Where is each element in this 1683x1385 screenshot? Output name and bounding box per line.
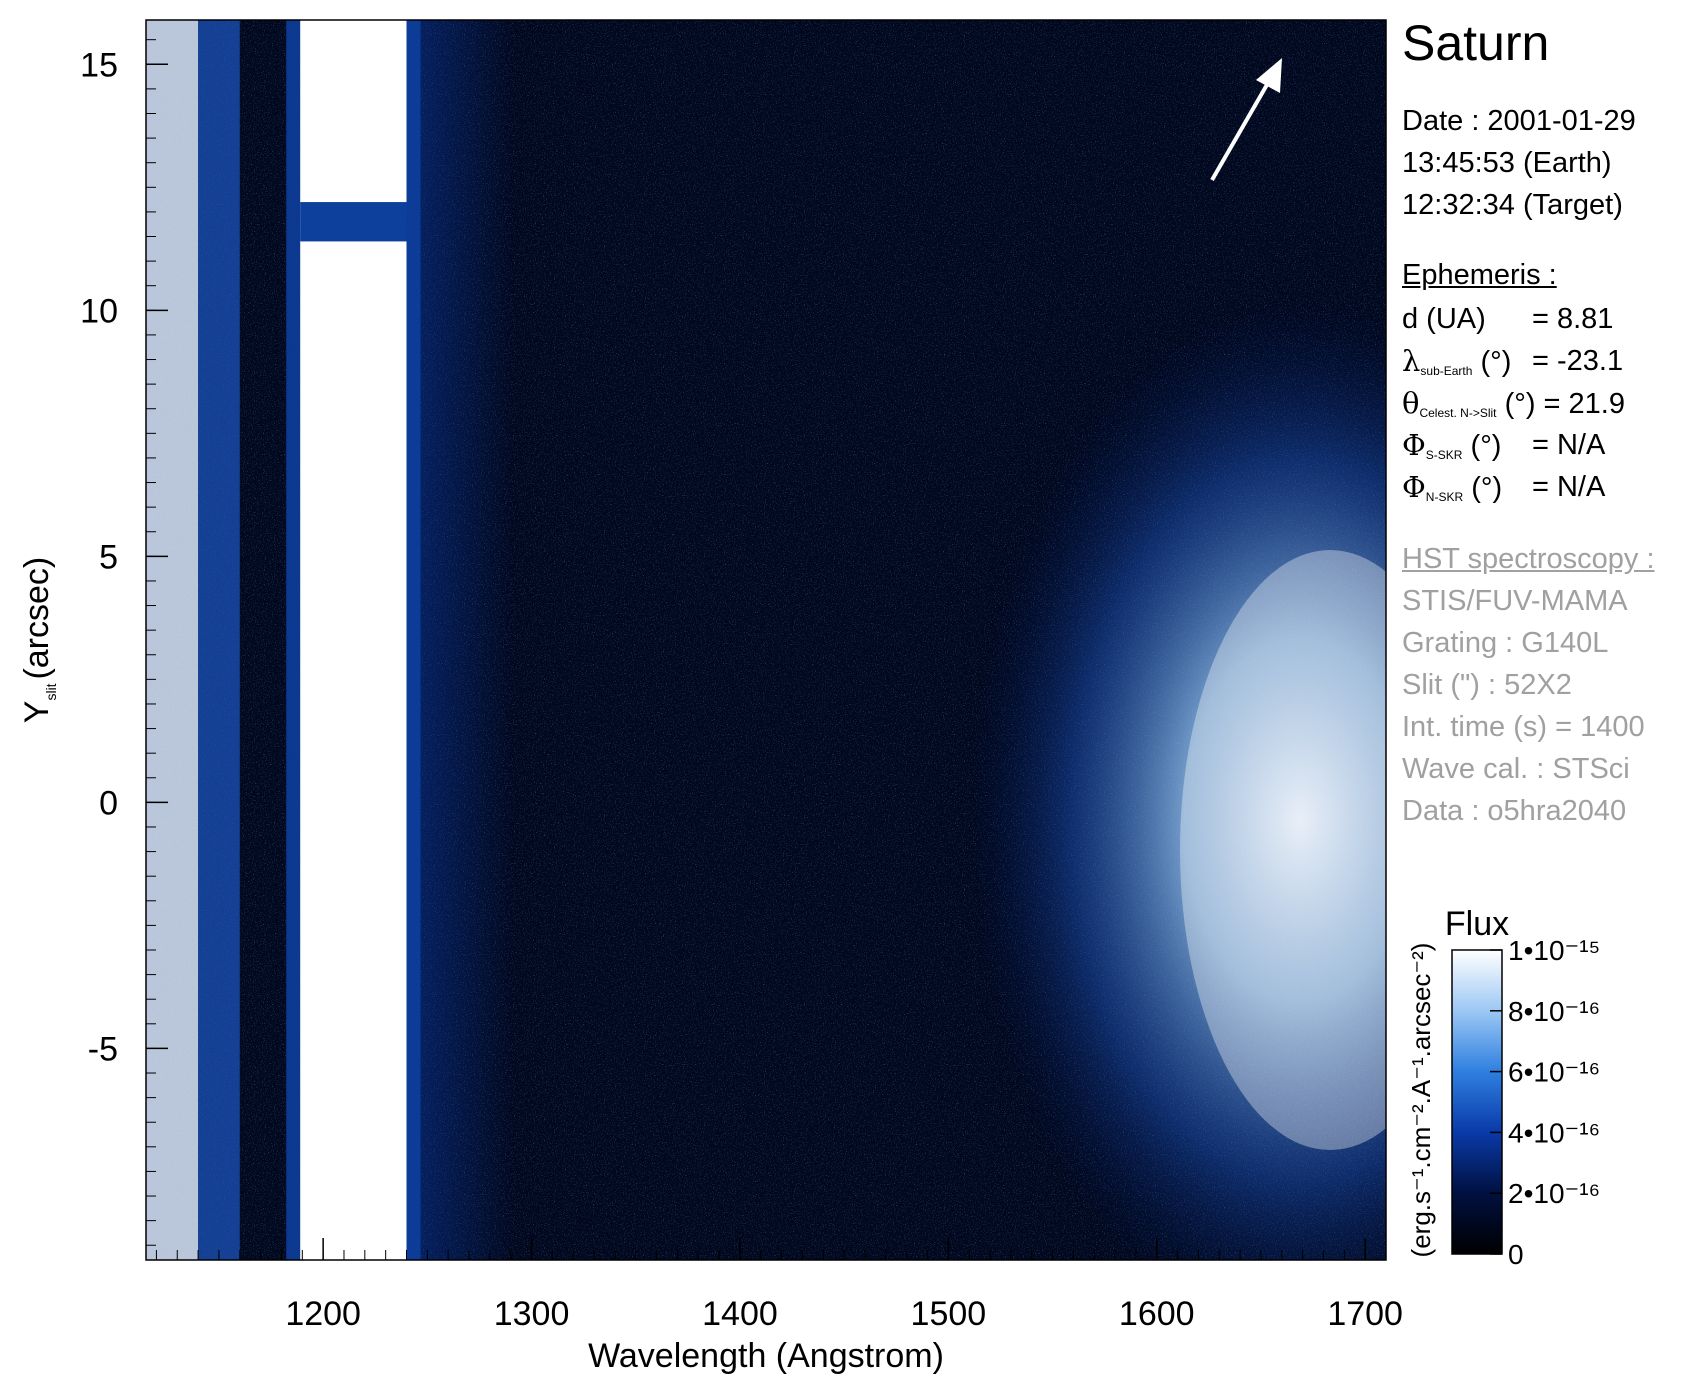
bright-emission-core bbox=[1180, 550, 1386, 1150]
colorbar-tick-label: 1•10⁻¹⁵ bbox=[1508, 935, 1600, 966]
lambda-value: = -23.1 bbox=[1532, 345, 1624, 377]
ephemeris-heading: Ephemeris : bbox=[1402, 259, 1557, 291]
x-tick-label: 1300 bbox=[494, 1295, 570, 1333]
theta-sub: Celest. N->Slit bbox=[1419, 406, 1497, 420]
y-label-main: Y bbox=[18, 701, 56, 724]
phi-n-symbol: Φ bbox=[1402, 470, 1426, 504]
y-label-unit: (arcsec) bbox=[18, 557, 56, 680]
phi-s-value: = N/A bbox=[1532, 429, 1606, 461]
x-tick-label: 1400 bbox=[702, 1295, 778, 1333]
phi-n-value: = N/A bbox=[1532, 471, 1606, 503]
ephemeris-lambda: λsub-Earth (°) = -23.1 bbox=[1402, 340, 1623, 392]
planet-title: Saturn bbox=[1402, 15, 1550, 71]
theta-symbol: θ bbox=[1402, 386, 1420, 420]
spectroscopy-wave-cal: Wave cal. : STSci bbox=[1402, 753, 1630, 785]
bright-emission-region bbox=[970, 300, 1386, 1260]
spectroscopy-heading: HST spectroscopy : bbox=[1402, 543, 1655, 575]
spectroscopy-data-id: Data : o5hra2040 bbox=[1402, 795, 1627, 827]
post-lya-glow bbox=[404, 20, 514, 1260]
phi-n-sub: N-SKR bbox=[1425, 490, 1464, 504]
colorbar-tick-label: 6•10⁻¹⁶ bbox=[1508, 1057, 1600, 1088]
lambda-sub: sub-Earth bbox=[1420, 364, 1473, 378]
y-tick-label: 15 bbox=[80, 46, 118, 84]
colorbar-tick-label: 0 bbox=[1508, 1239, 1524, 1270]
y-tick-label: 0 bbox=[99, 784, 118, 822]
spectroscopy-int-time: Int. time (s) = 1400 bbox=[1402, 711, 1645, 743]
ephemeris-theta: θCelest. N->Slit (°) = 21.9 bbox=[1402, 382, 1625, 434]
x-tick-label: 1200 bbox=[285, 1295, 361, 1333]
spectroscopy-grating: Grating : G140L bbox=[1402, 627, 1609, 659]
north-arrow bbox=[1210, 58, 1282, 181]
y-tick-label: 10 bbox=[80, 292, 118, 330]
ephemeris-phi-n: ΦN-SKR (°) = N/A bbox=[1402, 466, 1605, 518]
spectroscopy-instrument: STIS/FUV-MAMA bbox=[1402, 585, 1628, 617]
colorbar-title: Flux bbox=[1445, 905, 1509, 943]
colorbar-tick-label: 4•10⁻¹⁶ bbox=[1508, 1117, 1600, 1148]
colorbar-unit-label: (erg.s⁻¹.cm⁻².A⁻¹.arcsec⁻²) bbox=[1406, 943, 1436, 1258]
plot-frame bbox=[145, 19, 1387, 1261]
phi-n-unit: (°) bbox=[1471, 472, 1503, 504]
date-line: Date : 2001-01-29 bbox=[1402, 105, 1636, 137]
colorbar-tick-label: 2•10⁻¹⁶ bbox=[1508, 1178, 1600, 1209]
distance-label: d (UA) bbox=[1402, 303, 1486, 335]
y-axis-label: Yslit (arcsec) bbox=[18, 557, 59, 723]
distance-value: = 8.81 bbox=[1532, 303, 1614, 335]
x-tick-label: 1700 bbox=[1327, 1295, 1403, 1333]
phi-s-unit: (°) bbox=[1470, 430, 1502, 462]
phi-s-sub: S-SKR bbox=[1425, 448, 1463, 462]
left-bright-column bbox=[146, 20, 199, 1260]
phi-s-symbol: Φ bbox=[1402, 428, 1426, 462]
x-axis-label: Wavelength (Angstrom) bbox=[588, 1337, 944, 1375]
theta-value: = 21.9 bbox=[1543, 388, 1625, 420]
slit-bar-gap bbox=[300, 202, 407, 242]
target-time: 12:32:34 (Target) bbox=[1402, 189, 1623, 221]
y-tick-label: 5 bbox=[99, 538, 118, 576]
y-tick-label: -5 bbox=[88, 1030, 118, 1068]
spectroscopy-slit: Slit (") : 52X2 bbox=[1402, 669, 1572, 701]
x-tick-label: 1600 bbox=[1119, 1295, 1195, 1333]
earth-time: 13:45:53 (Earth) bbox=[1402, 147, 1612, 179]
colorbar-tick-label: 8•10⁻¹⁶ bbox=[1508, 996, 1600, 1027]
x-tick-label: 1500 bbox=[911, 1295, 987, 1333]
ephemeris-phi-s: ΦS-SKR (°) = N/A bbox=[1402, 424, 1605, 476]
theta-unit: (°) bbox=[1504, 388, 1536, 420]
y-label-sub: slit bbox=[43, 680, 59, 701]
left-column-edge bbox=[198, 20, 240, 1260]
colorbar bbox=[1451, 949, 1503, 1255]
lambda-unit: (°) bbox=[1480, 346, 1512, 378]
lambda-symbol: λ bbox=[1402, 344, 1421, 378]
ephemeris-distance: d (UA) = 8.81 bbox=[1402, 298, 1613, 340]
